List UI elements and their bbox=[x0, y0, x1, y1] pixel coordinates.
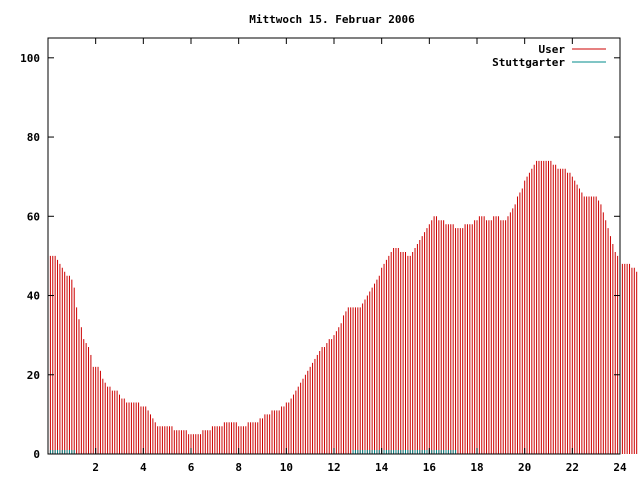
chart-title: Mittwoch 15. Februar 2006 bbox=[249, 13, 415, 26]
x-tick-label: 10 bbox=[280, 461, 293, 474]
legend-label-user: User bbox=[539, 43, 566, 56]
bars-layer bbox=[47, 160, 638, 454]
y-tick-label: 60 bbox=[27, 210, 40, 223]
x-tick-label: 14 bbox=[375, 461, 389, 474]
y-tick-label: 0 bbox=[33, 448, 40, 461]
x-tick-label: 2 bbox=[92, 461, 99, 474]
legend-label-stuttgarter: Stuttgarter bbox=[492, 56, 565, 69]
y-tick-label: 20 bbox=[27, 369, 40, 382]
x-tick-label: 12 bbox=[327, 461, 340, 474]
x-tick-label: 24 bbox=[613, 461, 627, 474]
y-tick-label: 80 bbox=[27, 131, 40, 144]
x-tick-label: 16 bbox=[423, 461, 437, 474]
x-tick-label: 20 bbox=[518, 461, 531, 474]
x-tick-label: 6 bbox=[188, 461, 195, 474]
legend: User Stuttgarter bbox=[492, 43, 606, 69]
y-tick-label: 100 bbox=[20, 52, 40, 65]
x-tick-label: 8 bbox=[235, 461, 242, 474]
x-tick-label: 22 bbox=[566, 461, 579, 474]
x-tick-label: 4 bbox=[140, 461, 147, 474]
series-user bbox=[47, 160, 638, 454]
y-tick-label: 40 bbox=[27, 290, 40, 303]
x-tick-label: 18 bbox=[470, 461, 483, 474]
